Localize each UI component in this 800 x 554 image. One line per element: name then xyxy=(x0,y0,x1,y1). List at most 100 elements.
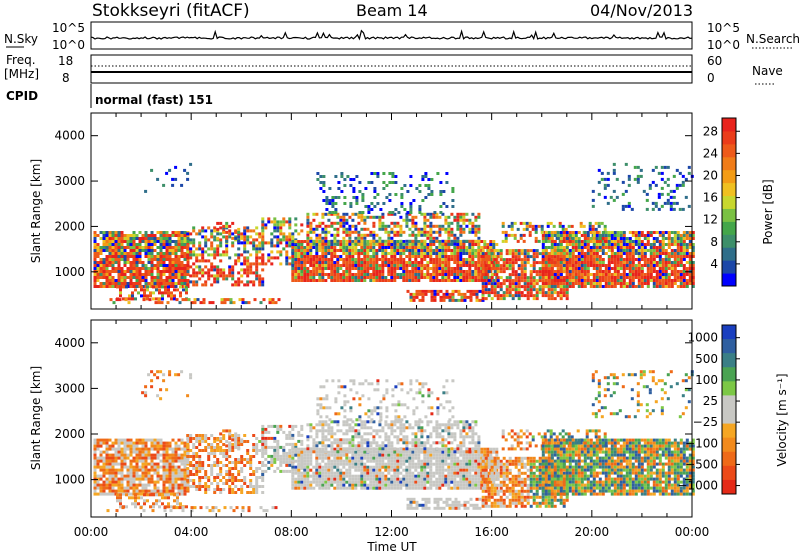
data-cell xyxy=(670,261,674,264)
data-cell xyxy=(508,264,512,268)
data-cell xyxy=(246,271,250,275)
data-cell xyxy=(559,261,563,264)
data-cell xyxy=(499,255,503,259)
data-cell xyxy=(165,480,169,484)
data-cell xyxy=(174,258,178,261)
data-cell xyxy=(568,234,572,237)
data-cell xyxy=(255,268,259,272)
data-cell xyxy=(243,247,247,251)
data-cell xyxy=(195,488,199,491)
data-cell xyxy=(117,441,121,445)
data-cell xyxy=(165,282,169,285)
data-cell xyxy=(402,230,406,234)
data-cell xyxy=(640,246,644,249)
data-cell xyxy=(134,505,137,509)
data-cell xyxy=(102,489,106,493)
data-cell xyxy=(279,250,283,254)
data-cell xyxy=(592,240,596,243)
data-cell xyxy=(261,434,265,437)
data-cell xyxy=(177,249,181,252)
data-cell xyxy=(93,459,97,463)
data-cell xyxy=(252,488,256,491)
data-cell xyxy=(655,270,659,273)
data-cell xyxy=(237,227,241,231)
data-cell xyxy=(147,255,151,258)
data-cell xyxy=(153,258,157,261)
data-cell xyxy=(186,438,190,442)
data-cell xyxy=(622,264,626,267)
data-cell xyxy=(426,230,430,234)
data-cell xyxy=(601,273,605,276)
data-cell xyxy=(138,240,142,243)
data-cell xyxy=(411,215,415,219)
data-cell xyxy=(441,279,445,282)
data-cell xyxy=(565,261,569,264)
data-cell xyxy=(285,220,289,224)
data-cell xyxy=(105,492,109,496)
data-cell xyxy=(390,258,394,261)
data-cell xyxy=(567,224,571,228)
data-cell xyxy=(523,261,527,265)
data-cell xyxy=(592,282,596,285)
data-cell xyxy=(474,227,478,231)
data-cell xyxy=(417,242,421,246)
data-cell xyxy=(535,279,539,283)
data-cell xyxy=(249,491,253,494)
data-cell xyxy=(438,270,442,273)
data-cell xyxy=(131,297,134,301)
data-cell xyxy=(634,273,638,276)
data-cell xyxy=(571,249,575,252)
data-cell xyxy=(571,231,575,234)
data-cell xyxy=(459,276,463,279)
data-cell xyxy=(516,239,520,243)
data-cell xyxy=(601,246,605,249)
data-cell xyxy=(309,249,313,252)
data-cell xyxy=(255,467,259,470)
data-cell xyxy=(363,218,367,222)
data-cell xyxy=(553,279,557,282)
data-cell xyxy=(162,459,166,463)
data-cell xyxy=(627,204,631,208)
data-cell xyxy=(502,291,506,295)
data-cell xyxy=(246,256,250,260)
data-cell xyxy=(459,252,463,255)
data-cell xyxy=(180,246,184,249)
data-cell xyxy=(114,261,118,264)
data-cell xyxy=(517,288,521,292)
data-cell xyxy=(127,301,131,305)
data-cell xyxy=(144,474,148,478)
data-cell xyxy=(684,195,688,199)
data-cell xyxy=(222,464,226,467)
data-cell xyxy=(147,489,151,493)
data-cell xyxy=(186,270,190,273)
data-cell xyxy=(198,488,202,491)
data-cell xyxy=(174,459,178,463)
data-cell xyxy=(369,258,373,261)
data-cell xyxy=(625,276,629,279)
data-cell xyxy=(261,463,265,467)
data-cell xyxy=(685,231,689,234)
data-cell xyxy=(487,252,491,256)
data-cell xyxy=(420,249,424,252)
data-cell xyxy=(562,279,566,282)
data-cell xyxy=(189,250,193,254)
data-cell xyxy=(141,468,145,472)
data-cell xyxy=(120,477,124,481)
data-cell xyxy=(615,177,619,181)
data-cell xyxy=(526,294,530,298)
data-cell xyxy=(597,230,601,234)
data-cell xyxy=(222,434,226,437)
data-cell xyxy=(135,462,139,466)
data-cell xyxy=(369,267,373,270)
data-cell xyxy=(456,261,460,264)
data-cell xyxy=(339,224,343,228)
data-cell xyxy=(135,474,139,478)
data-cell xyxy=(291,246,295,249)
data-cell xyxy=(348,227,352,231)
data-cell xyxy=(370,172,374,175)
data-cell xyxy=(405,212,409,216)
data-cell xyxy=(408,233,412,237)
data-cell xyxy=(556,291,560,295)
data-cell xyxy=(628,285,632,288)
